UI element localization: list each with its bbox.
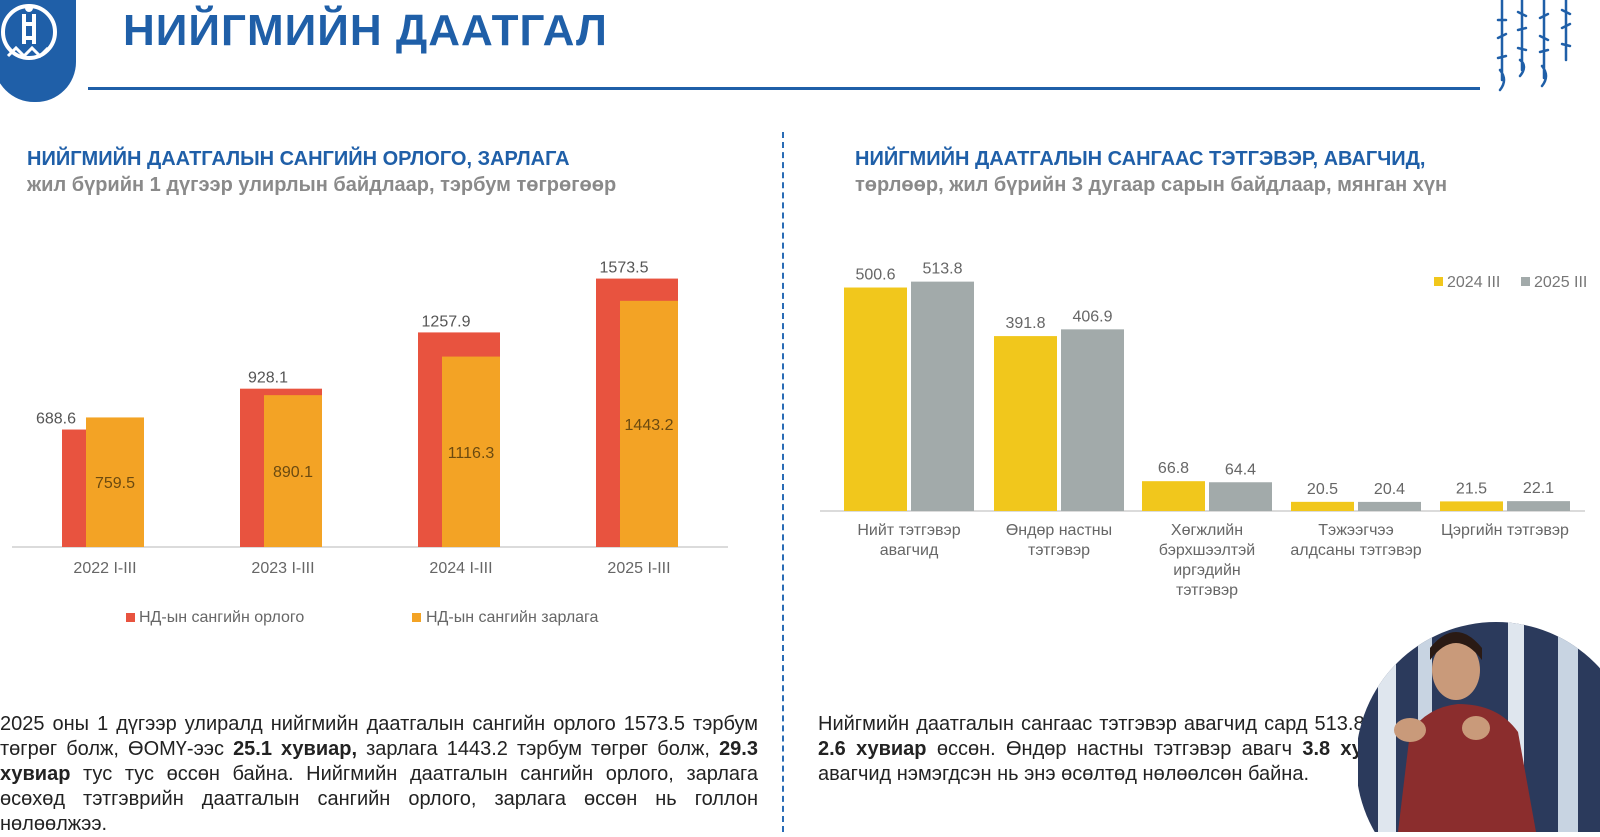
- value-label-orlogo-3: 1257.9: [422, 313, 471, 330]
- legend-label-2024: 2024 III: [1447, 274, 1500, 291]
- legend-swatch-2024: [1434, 277, 1443, 286]
- left-para-bold-1: 25.1 хувиар,: [233, 738, 358, 760]
- x-tick-label-4-line-1: Тэжээгчээ: [1318, 522, 1393, 539]
- value-label-2024-4: 20.5: [1307, 481, 1338, 498]
- bar-2024-5: [1440, 501, 1503, 511]
- legend-swatch-orlogo: [126, 613, 135, 622]
- x-tick-label-1-line-2: авагчид: [880, 542, 939, 559]
- right-para-bold-1: 2.6 хувиар: [818, 738, 927, 760]
- section-divider: [782, 132, 784, 832]
- value-label-2024-5: 21.5: [1456, 480, 1487, 497]
- left-para-bold-2: 29.3 хувиар: [0, 738, 758, 785]
- bar-zarlaga-2: [264, 395, 322, 547]
- value-label-orlogo-4: 1573.5: [600, 260, 649, 277]
- x-tick-label-3-line-1: Хөгжлийн: [1171, 522, 1243, 539]
- right-para-text-2: өссөн. Өндөр настны тэтгэвэр авагч: [926, 738, 1303, 760]
- x-tick-label-3-line-2: бэрхшээлтэй: [1159, 542, 1255, 559]
- value-label-2025-5: 22.1: [1523, 480, 1554, 497]
- legend-swatch-zarlaga: [412, 613, 421, 622]
- bar-2025-3: [1209, 482, 1272, 511]
- legend-label-zarlaga: НД-ын сангийн зарлага: [426, 609, 599, 626]
- bar-zarlaga-4: [620, 300, 678, 547]
- value-label-zarlaga-3: 1116.3: [448, 445, 495, 462]
- value-label-2024-1: 500.6: [855, 267, 895, 284]
- legend-swatch-2025: [1521, 277, 1530, 286]
- left-chart-subtitle: жил бүрийн 1 дүгээр улирлын байдлаар, тэ…: [27, 174, 617, 196]
- income-expense-bar-chart: 688.6 759.5 2022 I-III 928.1 890.1 2023 I-III…: [12, 260, 728, 626]
- bar-2025-1: [911, 281, 974, 511]
- x-tick-label-2-line-2: тэтгэвэр: [1028, 542, 1090, 559]
- left-para-text-1: 2025 оны 1 дүгээр улиралд нийгмийн даатг…: [0, 713, 758, 760]
- value-label-orlogo-1: 688.6: [36, 411, 76, 428]
- x-tick-label-2-line-1: Өндөр настны: [1006, 522, 1112, 539]
- bar-2025-4: [1358, 501, 1421, 511]
- value-label-zarlaga-4: 1443.2: [625, 417, 674, 434]
- left-para-text-2: зарлага 1443.2 тэрбум төгрөг болж,: [357, 738, 720, 760]
- value-label-2024-3: 66.8: [1158, 460, 1189, 477]
- sign-language-interpreter-video: [1358, 622, 1600, 832]
- page-title: НИЙГМИЙН ДААТГАЛ: [123, 6, 608, 55]
- mongolian-script-logo: [1496, 0, 1572, 92]
- right-chart-subtitle: төрлөөр, жил бүрийн 3 дугаар сарын байдл…: [855, 174, 1448, 196]
- x-tick-label-3: 2024 I-III: [429, 560, 492, 577]
- value-label-2024-2: 391.8: [1005, 315, 1045, 332]
- x-tick-label-3-line-4: тэтгэвэр: [1176, 582, 1238, 599]
- value-label-2025-2: 406.9: [1072, 308, 1112, 325]
- x-tick-label-1: 2022 I-III: [73, 560, 136, 577]
- value-label-orlogo-2: 928.1: [248, 370, 288, 387]
- legend-label-orlogo: НД-ын сангийн орлого: [139, 609, 304, 626]
- value-label-zarlaga-2: 890.1: [273, 464, 313, 481]
- bar-2024-1: [844, 287, 907, 511]
- value-label-2025-3: 64.4: [1225, 461, 1256, 478]
- legend-label-2025: 2025 III: [1534, 274, 1587, 291]
- bar-zarlaga-3: [442, 356, 500, 547]
- x-tick-label-2: 2023 I-III: [251, 560, 314, 577]
- left-chart-title: НИЙГМИЙН ДААТГАЛЫН САНГИЙН ОРЛОГО, ЗАРЛА…: [27, 148, 570, 170]
- x-tick-label-3-line-3: иргэдийн: [1173, 562, 1241, 579]
- x-tick-label-5-line-1: Цэргийн тэтгэвэр: [1441, 522, 1569, 539]
- bar-zarlaga-1: [86, 417, 144, 547]
- x-tick-label-4-line-2: алдсаны тэтгэвэр: [1290, 542, 1421, 559]
- bar-2025-2: [1061, 329, 1124, 511]
- value-label-zarlaga-1: 759.5: [95, 475, 135, 492]
- x-tick-label-1-line-1: Нийт тэтгэвэр: [857, 522, 960, 539]
- left-summary-paragraph: 2025 оны 1 дүгээр улиралд нийгмийн даатг…: [0, 712, 758, 837]
- left-para-text-3: тус тус өссөн байна. Нийгмийн даатгалын …: [0, 763, 758, 835]
- emblem-logo: [0, 0, 76, 102]
- bar-2024-3: [1142, 481, 1205, 511]
- bar-2024-4: [1291, 501, 1354, 511]
- bar-2024-2: [994, 336, 1057, 511]
- pension-recipients-bar-chart: 500.6 513.8 Нийт тэтгэвэр авагчид 391.8 406.9…: [820, 261, 1587, 599]
- value-label-2025-1: 513.8: [922, 261, 962, 278]
- title-underline: [88, 87, 1480, 90]
- x-tick-label-4: 2025 I-III: [607, 560, 670, 577]
- bar-2025-5: [1507, 501, 1570, 511]
- right-chart-title: НИЙГМИЙН ДААТГАЛЫН САНГААС ТЭТГЭВЭР, АВА…: [855, 148, 1426, 170]
- soyombo-emblem-icon: [1, 4, 57, 60]
- value-label-2025-4: 20.4: [1374, 481, 1405, 498]
